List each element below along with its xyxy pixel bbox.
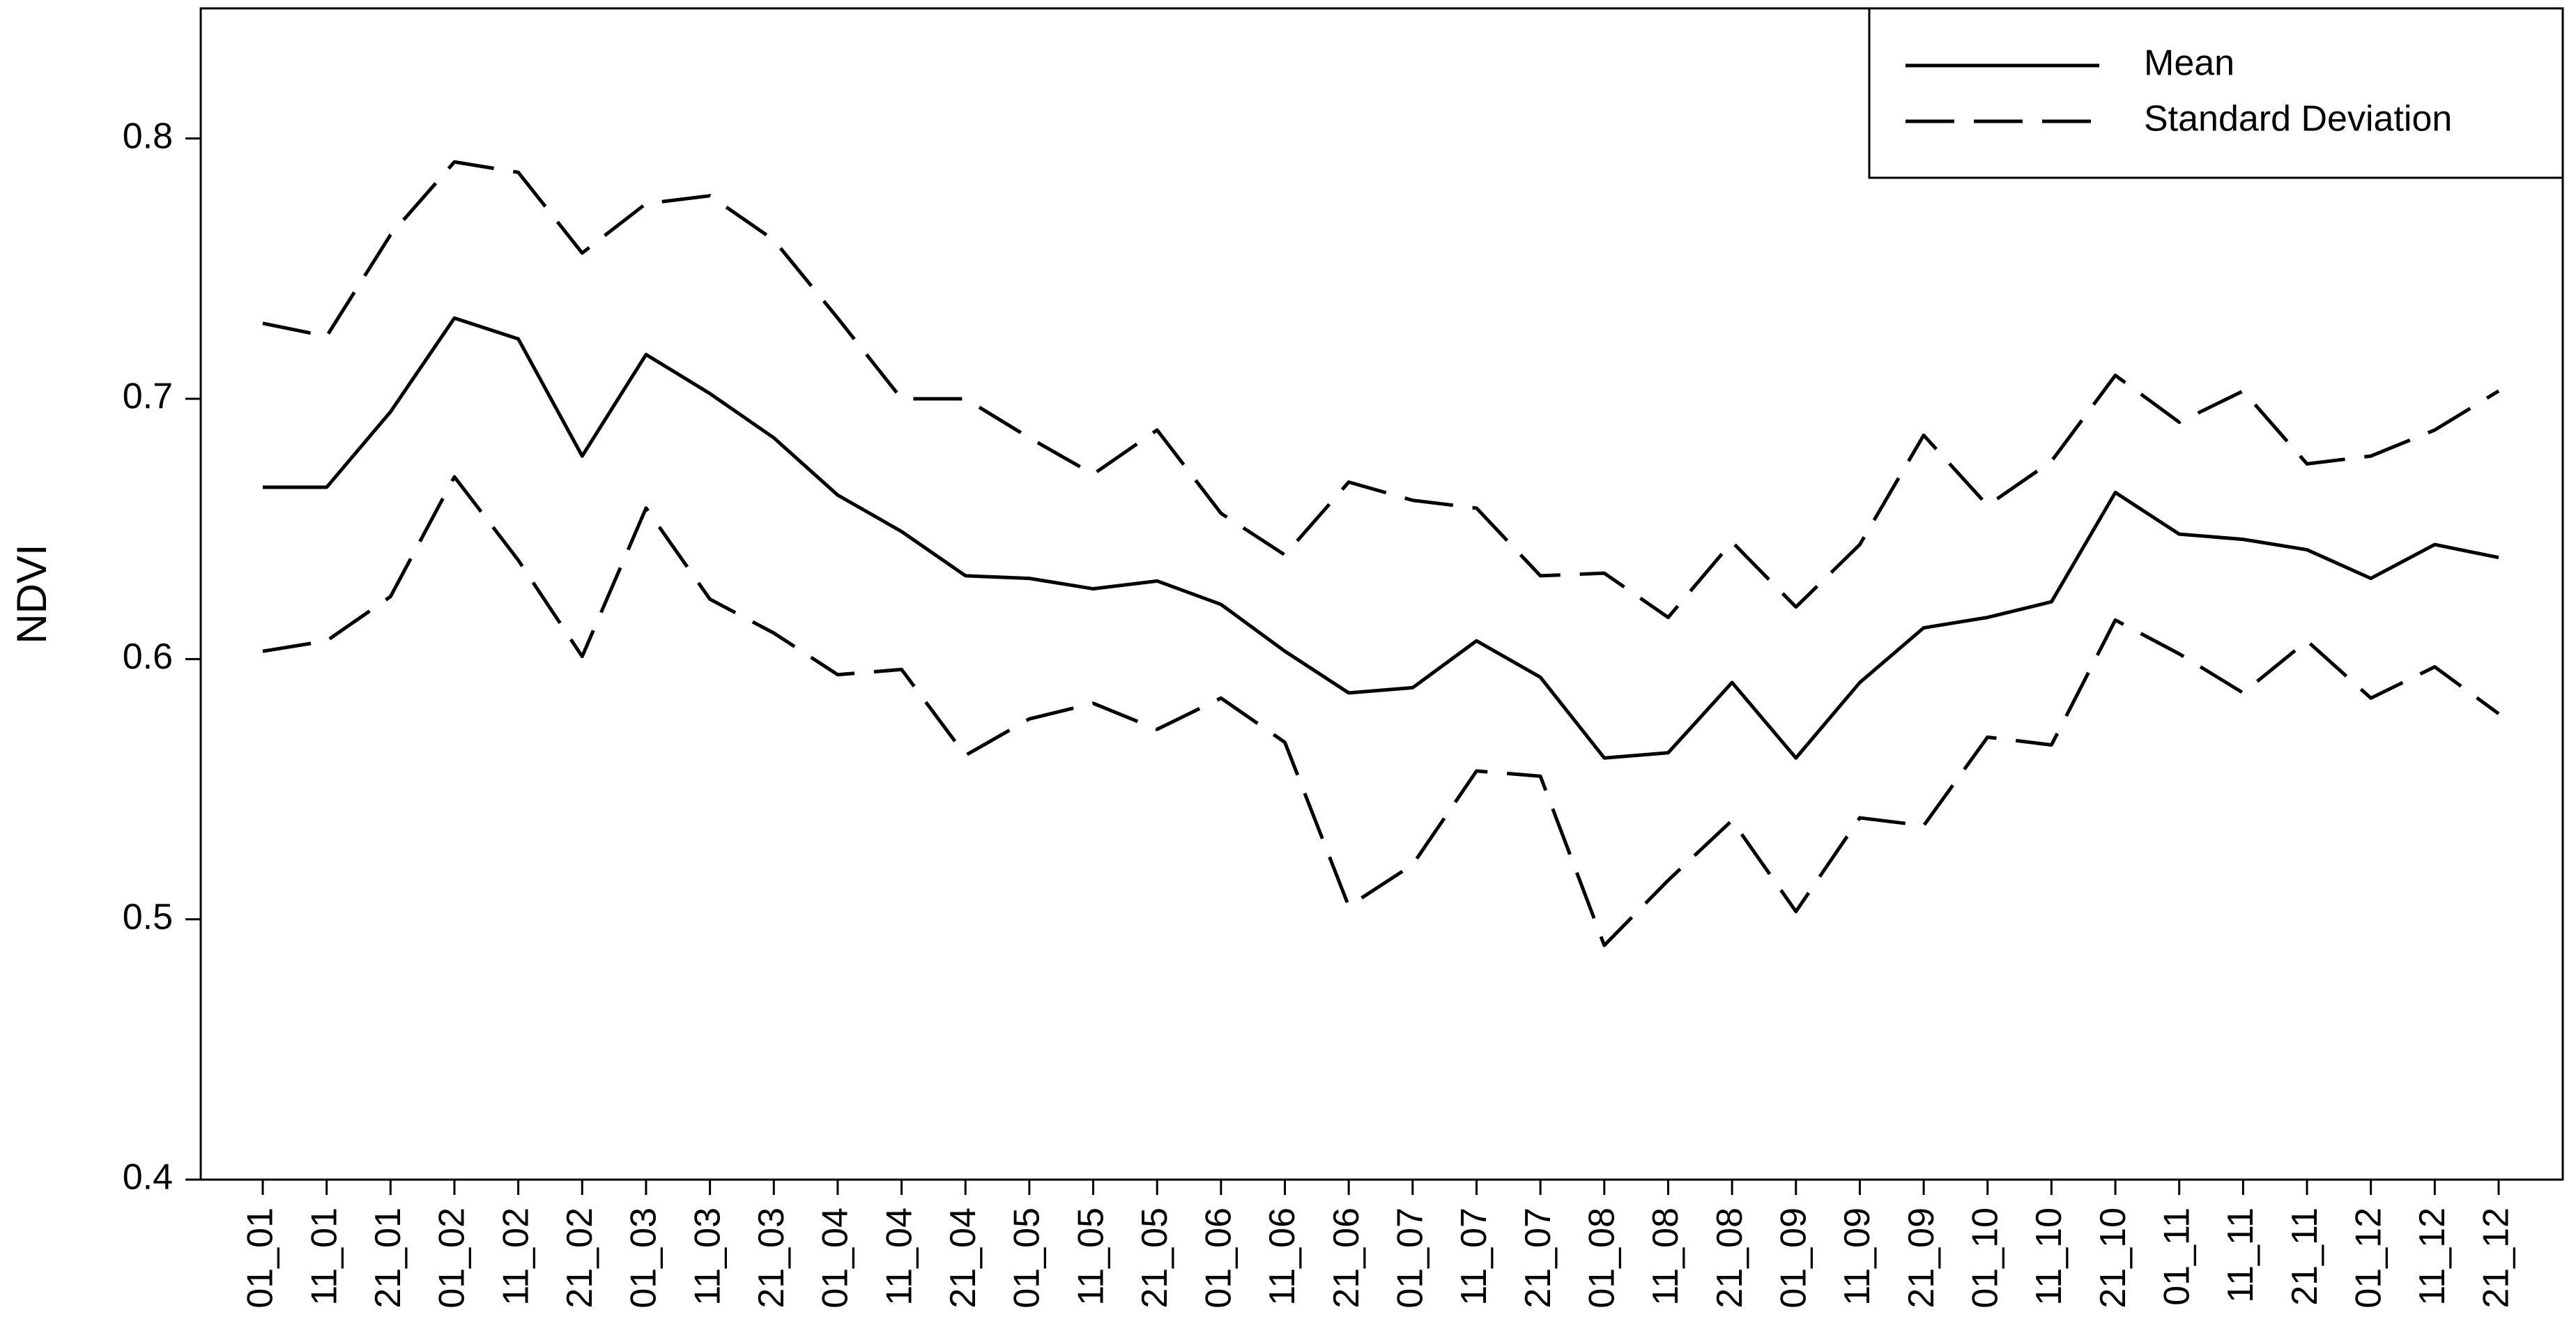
x-tick-label: 11_07 (1454, 1208, 1494, 1306)
x-tick-label: 21_03 (751, 1208, 792, 1309)
x-tick-label: 01_10 (1965, 1208, 2005, 1309)
x-tick-label: 11_12 (2412, 1208, 2453, 1306)
y-tick-label: 0.5 (123, 897, 173, 937)
x-tick-label: 01_05 (1007, 1208, 1048, 1309)
series-line (263, 316, 2499, 760)
x-tick-label: 01_02 (432, 1208, 473, 1309)
legend-box (1868, 7, 2564, 179)
x-tick-label: 21_09 (1901, 1208, 1942, 1309)
x-tick-label: 21_10 (2093, 1208, 2133, 1309)
x-tick-label: 01_09 (1774, 1208, 1814, 1309)
x-tick-label: 11_04 (879, 1208, 919, 1306)
legend-label: Mean (2144, 43, 2234, 84)
x-tick-label: 11_11 (2221, 1208, 2261, 1303)
x-tick-label: 01_12 (2348, 1208, 2389, 1309)
x-tick-label: 21_08 (1710, 1208, 1750, 1309)
x-tick-label: 01_03 (624, 1208, 664, 1309)
x-tick-label: 01_04 (815, 1208, 856, 1309)
x-tick-label: 21_02 (560, 1208, 600, 1309)
x-tick-label: 21_04 (943, 1208, 983, 1309)
x-tick-label: 21_11 (2285, 1208, 2325, 1306)
y-tick-label: 0.7 (123, 376, 173, 417)
x-tick-label: 11_09 (1837, 1208, 1878, 1306)
y-tick-label: 0.6 (123, 637, 173, 677)
x-tick-label: 11_06 (1262, 1208, 1303, 1306)
x-tick-label: 21_06 (1326, 1208, 1367, 1309)
x-tick-label: 11_05 (1071, 1208, 1111, 1306)
series-line (262, 475, 2500, 947)
legend-label: Standard Deviation (2144, 99, 2452, 139)
x-tick-label: 11_02 (496, 1208, 536, 1306)
x-tick-label: 11_08 (1646, 1208, 1686, 1306)
x-tick-label: 21_05 (1135, 1208, 1175, 1309)
x-tick-label: 01_07 (1390, 1208, 1431, 1309)
x-tick-label: 21_07 (1518, 1208, 1558, 1309)
x-tick-label: 11_03 (687, 1208, 728, 1306)
x-tick-label: 01_08 (1582, 1208, 1623, 1309)
x-tick-label: 01_06 (1199, 1208, 1239, 1309)
y-tick-label: 0.8 (123, 116, 173, 156)
y-tick-label: 0.4 (123, 1157, 173, 1198)
x-tick-label: 01_11 (2156, 1208, 2197, 1306)
x-tick-label: 01_01 (240, 1208, 281, 1309)
x-tick-label: 11_10 (2029, 1208, 2069, 1306)
plot-frame (199, 7, 2564, 1181)
series-line (262, 160, 2500, 620)
x-tick-label: 11_01 (304, 1208, 344, 1306)
y-axis-label: NDVI (8, 544, 55, 643)
x-tick-label: 21_01 (368, 1208, 408, 1309)
x-tick-label: 21_12 (2476, 1208, 2517, 1309)
